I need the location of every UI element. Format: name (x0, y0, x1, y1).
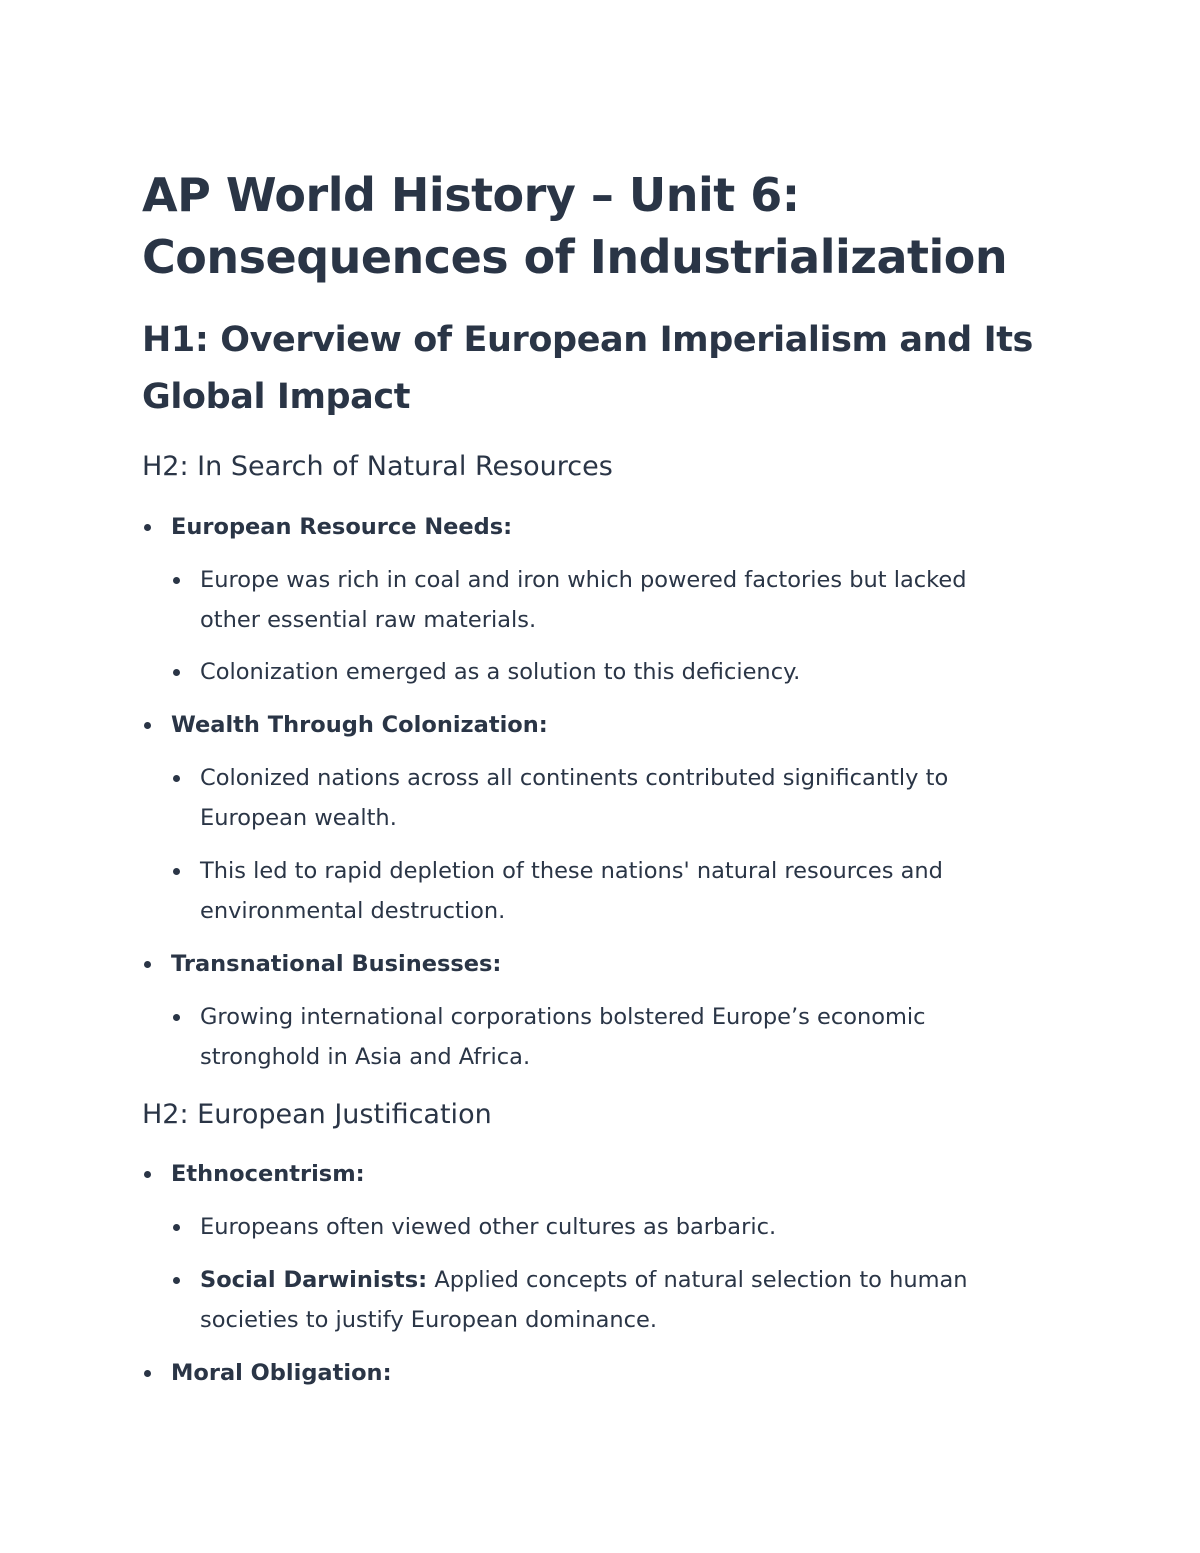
list-subitem: Europe was rich in coal and iron which p… (173, 560, 967, 640)
document-title-line-1: AP World History – Unit 6: (142, 168, 800, 222)
list-subitem: Europeans often viewed other cultures as… (173, 1207, 777, 1247)
list-subitem-line: societies to justify European dominance. (200, 1307, 657, 1333)
list-subitem-line: Colonization emerged as a solution to th… (200, 659, 801, 685)
list-item-label: Moral Obligation: (171, 1360, 392, 1386)
list-subitem-line: Social Darwinists: Applied concepts of n… (200, 1260, 968, 1300)
subsection-heading-natural-resources: H2: In Search of Natural Resources (142, 451, 613, 482)
list-item-ethnocentrism: Ethnocentrism: (144, 1154, 365, 1194)
list-subitem: This led to rapid depletion of these nat… (173, 851, 943, 931)
bullet-icon (144, 1353, 152, 1393)
list-subitem-line: stronghold in Asia and Africa. (200, 1044, 531, 1070)
subsection-heading-european-justification: H2: European Justification (142, 1099, 492, 1130)
bullet-icon (173, 1260, 181, 1300)
term-definition: Applied concepts of natural selection to… (427, 1267, 968, 1293)
list-item-label: Transnational Businesses: (171, 951, 502, 977)
term-label: Social Darwinists: (200, 1267, 428, 1293)
bullet-icon (144, 507, 152, 547)
section-heading-h1: H1: Overview of European Imperialism and… (142, 312, 1033, 426)
list-subitem-line: Europeans often viewed other cultures as… (200, 1214, 777, 1240)
bullet-icon (144, 705, 152, 745)
list-subitem-line: environmental destruction. (200, 898, 506, 924)
document-title-line-2: Consequences of Industrialization (142, 230, 1008, 284)
list-subitem-line: Growing international corporations bolst… (200, 1004, 926, 1030)
bullet-icon (173, 997, 181, 1037)
list-item-moral-obligation: Moral Obligation: (144, 1353, 392, 1393)
list-subitem: Colonized nations across all continents … (173, 758, 949, 838)
document-title: AP World History – Unit 6: Consequences … (142, 164, 1008, 288)
section-heading-h1-line-1: H1: Overview of European Imperialism and… (142, 320, 1033, 360)
bullet-icon (144, 944, 152, 984)
list-item-label: European Resource Needs: (171, 514, 513, 540)
bullet-icon (173, 652, 181, 692)
list-subitem-line: Colonized nations across all continents … (200, 765, 949, 791)
bullet-icon (173, 758, 181, 798)
section-heading-h1-line-2: Global Impact (142, 377, 411, 417)
bullet-icon (173, 560, 181, 600)
list-subitem: Growing international corporations bolst… (173, 997, 926, 1077)
list-item-resource-needs: European Resource Needs: (144, 507, 513, 547)
list-item-wealth-colonization: Wealth Through Colonization: (144, 705, 548, 745)
list-item-transnational-businesses: Transnational Businesses: (144, 944, 502, 984)
bullet-icon (144, 1154, 152, 1194)
list-subitem-line: European wealth. (200, 805, 397, 831)
bullet-icon (173, 851, 181, 891)
list-subitem-line: other essential raw materials. (200, 607, 537, 633)
list-item-label: Ethnocentrism: (171, 1161, 365, 1187)
list-subitem-line: This led to rapid depletion of these nat… (200, 858, 943, 884)
list-subitem: Colonization emerged as a solution to th… (173, 652, 801, 692)
bullet-icon (173, 1207, 181, 1247)
list-item-label: Wealth Through Colonization: (171, 712, 548, 738)
list-subitem-social-darwinists: Social Darwinists: Applied concepts of n… (173, 1260, 968, 1340)
list-subitem-line: Europe was rich in coal and iron which p… (200, 567, 967, 593)
